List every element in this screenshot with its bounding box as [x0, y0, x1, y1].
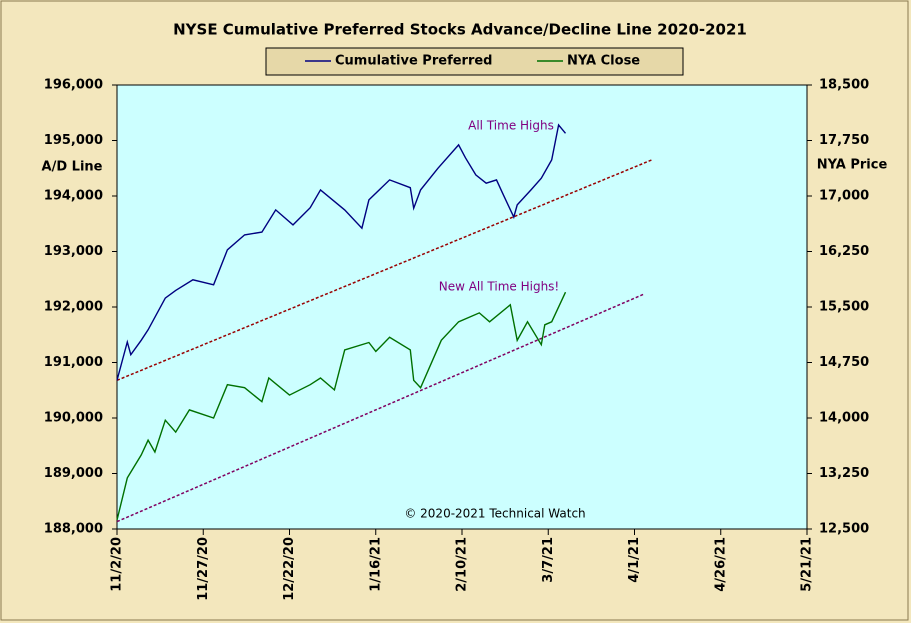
y2-tick-label: 14,000 [819, 411, 869, 426]
x-tick-label: 2/10/21 [455, 537, 470, 592]
y-tick-label: 193,000 [44, 244, 103, 259]
trend-line [116, 159, 653, 381]
line [116, 123, 567, 381]
y2-axis-label: NYA Price [817, 158, 888, 173]
annotation: © 2020-2021 Technical Watch [404, 507, 585, 521]
legend-label: NYA Close [567, 54, 640, 69]
x-tick-label: 1/16/21 [368, 537, 383, 592]
x-tick-label: 4/1/21 [627, 537, 642, 583]
x-tick-label: 11/2/20 [110, 537, 125, 592]
annotation: New All Time Highs! [439, 280, 560, 294]
x-tick-label: 12/22/20 [282, 537, 297, 601]
chart-title: NYSE Cumulative Preferred Stocks Advance… [173, 21, 747, 39]
x-tick-label: 11/27/20 [196, 537, 211, 601]
plot-area [116, 84, 808, 530]
y-axis-label: A/D Line [42, 160, 103, 175]
trend-line [116, 293, 646, 523]
legend-label: Cumulative Preferred [335, 54, 493, 69]
y2-tick-label: 14,750 [819, 355, 869, 370]
y2-tick-label: 17,750 [819, 133, 869, 148]
annotation: All Time Highs [468, 119, 554, 133]
y-tick-label: 190,000 [44, 411, 103, 426]
y2-tick-label: 17,000 [819, 189, 869, 204]
y2-tick-label: 16,250 [819, 244, 869, 259]
x-tick-label: 5/21/21 [800, 537, 815, 592]
line [116, 291, 567, 521]
y-tick-label: 192,000 [44, 300, 103, 315]
x-tick-label: 3/7/21 [541, 537, 556, 583]
y-tick-label: 191,000 [44, 355, 103, 370]
y-tick-label: 188,000 [44, 522, 103, 537]
y-tick-label: 194,000 [44, 189, 103, 204]
y-tick-label: 196,000 [44, 78, 103, 93]
y2-tick-label: 12,500 [819, 522, 869, 537]
y-tick-label: 195,000 [44, 133, 103, 148]
x-tick-label: 4/26/21 [713, 537, 728, 592]
y-tick-label: 189,000 [44, 466, 103, 481]
y2-tick-label: 18,500 [819, 78, 869, 93]
y2-tick-label: 15,500 [819, 300, 869, 315]
y2-tick-label: 13,250 [819, 466, 869, 481]
legend [265, 47, 684, 76]
